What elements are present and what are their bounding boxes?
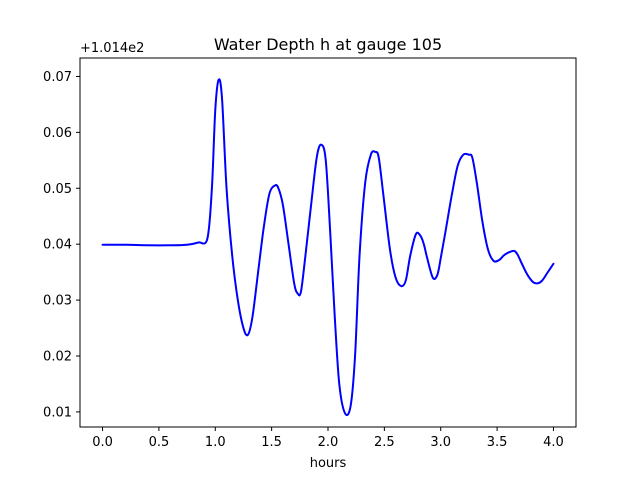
y-tick-label: 0.05 (43, 182, 72, 197)
y-tick-label: 0.07 (43, 70, 72, 85)
x-tick-label: 2.5 (374, 435, 395, 450)
x-tick-label: 1.5 (261, 435, 282, 450)
x-axis-label: hours (310, 456, 347, 471)
y-tick-label: 0.03 (43, 294, 72, 309)
y-tick-label: 0.06 (43, 126, 72, 141)
y-tick-label: 0.01 (43, 405, 72, 420)
series-line (101, 78, 555, 417)
y-tick-label: 0.02 (43, 349, 72, 364)
x-tick-label: 4.0 (543, 435, 564, 450)
x-tick-label: 2.0 (318, 435, 339, 450)
plot-area (101, 78, 555, 417)
x-tick-label: 3.0 (430, 435, 451, 450)
chart-title: Water Depth h at gauge 105 (214, 35, 442, 54)
x-tick-label: 0.5 (149, 435, 170, 450)
x-tick-label: 1.0 (205, 435, 226, 450)
plot-frame (79, 57, 577, 428)
y-axis-offset-label: +1.014e2 (80, 41, 144, 56)
y-axis-ticks: 0.01 0.02 0.03 0.04 0.05 0.06 0.07 (43, 70, 80, 420)
y-tick-label: 0.04 (43, 238, 72, 253)
x-tick-label: 3.5 (487, 435, 508, 450)
x-tick-label: 0.0 (92, 435, 113, 450)
x-axis-ticks: 0.0 0.5 1.0 1.5 2.0 2.5 3.0 3.5 4.0 (92, 427, 564, 450)
